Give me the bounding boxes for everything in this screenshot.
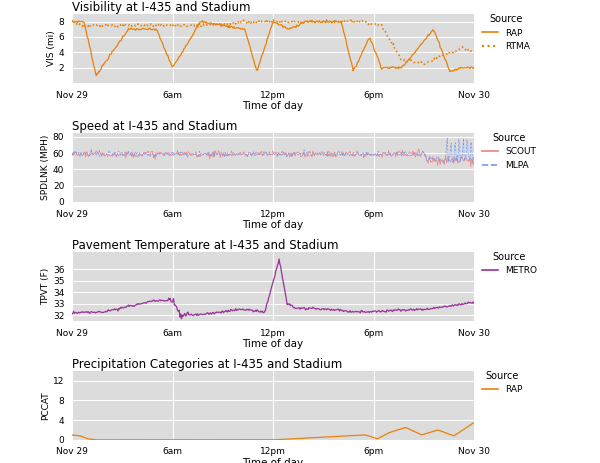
Y-axis label: PCCAT: PCCAT [41, 391, 50, 419]
Legend: RAP: RAP [478, 367, 526, 398]
Y-axis label: TPVT (F): TPVT (F) [41, 268, 50, 305]
Legend: SCOUT, MLPA: SCOUT, MLPA [478, 129, 539, 174]
Y-axis label: SPDLNK (MPH): SPDLNK (MPH) [41, 135, 50, 200]
X-axis label: Time of day: Time of day [242, 339, 304, 349]
X-axis label: Time of day: Time of day [242, 458, 304, 463]
Text: Visibility at I-435 and Stadium: Visibility at I-435 and Stadium [72, 1, 251, 14]
Text: Pavement Temperature at I-435 and Stadium: Pavement Temperature at I-435 and Stadiu… [72, 239, 338, 252]
Y-axis label: VIS (mi): VIS (mi) [47, 31, 56, 66]
Legend: RAP, RTMA: RAP, RTMA [478, 11, 533, 55]
Text: Precipitation Categories at I-435 and Stadium: Precipitation Categories at I-435 and St… [72, 358, 342, 371]
X-axis label: Time of day: Time of day [242, 220, 304, 230]
X-axis label: Time of day: Time of day [242, 101, 304, 111]
Legend: METRO: METRO [478, 248, 541, 279]
Text: Speed at I-435 and Stadium: Speed at I-435 and Stadium [72, 120, 238, 133]
